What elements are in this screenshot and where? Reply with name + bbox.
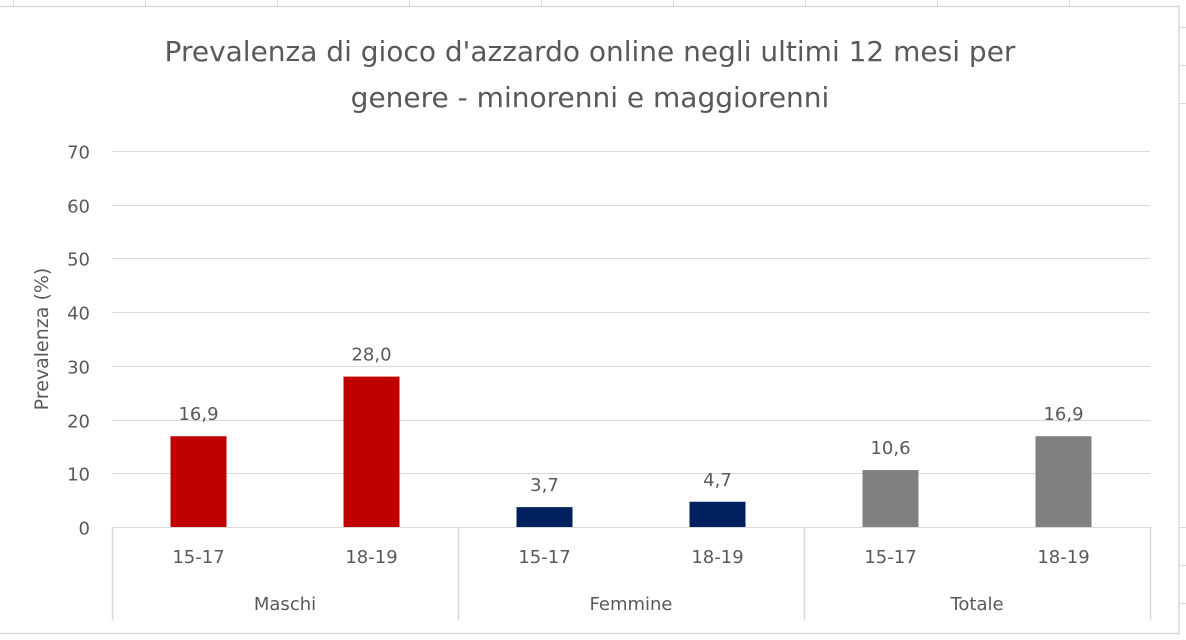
x-tick-label: 15-17 <box>172 547 224 568</box>
x-tick-label: 18-19 <box>1037 547 1089 568</box>
chart-title-line-2: genere - minorenni e maggiorenni <box>351 81 830 114</box>
y-tick-label: 70 <box>67 143 90 164</box>
y-axis-label: Prevalenza (%) <box>31 268 53 411</box>
y-tick-label: 60 <box>67 197 90 218</box>
bar <box>343 376 400 527</box>
bar <box>516 507 573 527</box>
data-label: 16,9 <box>1043 404 1083 425</box>
y-tick-label: 50 <box>67 250 90 271</box>
bar <box>862 470 919 527</box>
y-tick-label: 30 <box>67 358 90 379</box>
y-tick-label: 20 <box>67 412 90 433</box>
data-label: 16,9 <box>178 404 218 425</box>
bar <box>170 436 227 527</box>
group-label: Totale <box>949 594 1003 615</box>
chart-title-line-1: Prevalenza di gioco d'azzardo online neg… <box>165 35 1016 68</box>
y-tick-label: 0 <box>79 519 90 540</box>
x-tick-label: 15-17 <box>864 547 916 568</box>
bar <box>689 501 746 527</box>
group-label: Femmine <box>590 594 673 615</box>
data-label: 4,7 <box>703 470 732 491</box>
group-label: Maschi <box>254 594 316 615</box>
y-tick-label: 40 <box>67 304 90 325</box>
data-label: 28,0 <box>351 345 391 366</box>
data-label: 3,7 <box>530 475 559 496</box>
x-tick-label: 18-19 <box>691 547 743 568</box>
x-tick-label: 15-17 <box>518 547 570 568</box>
x-tick-label: 18-19 <box>345 547 397 568</box>
bar <box>1035 436 1092 527</box>
data-label: 10,6 <box>870 438 910 459</box>
y-tick-label: 10 <box>67 465 90 486</box>
